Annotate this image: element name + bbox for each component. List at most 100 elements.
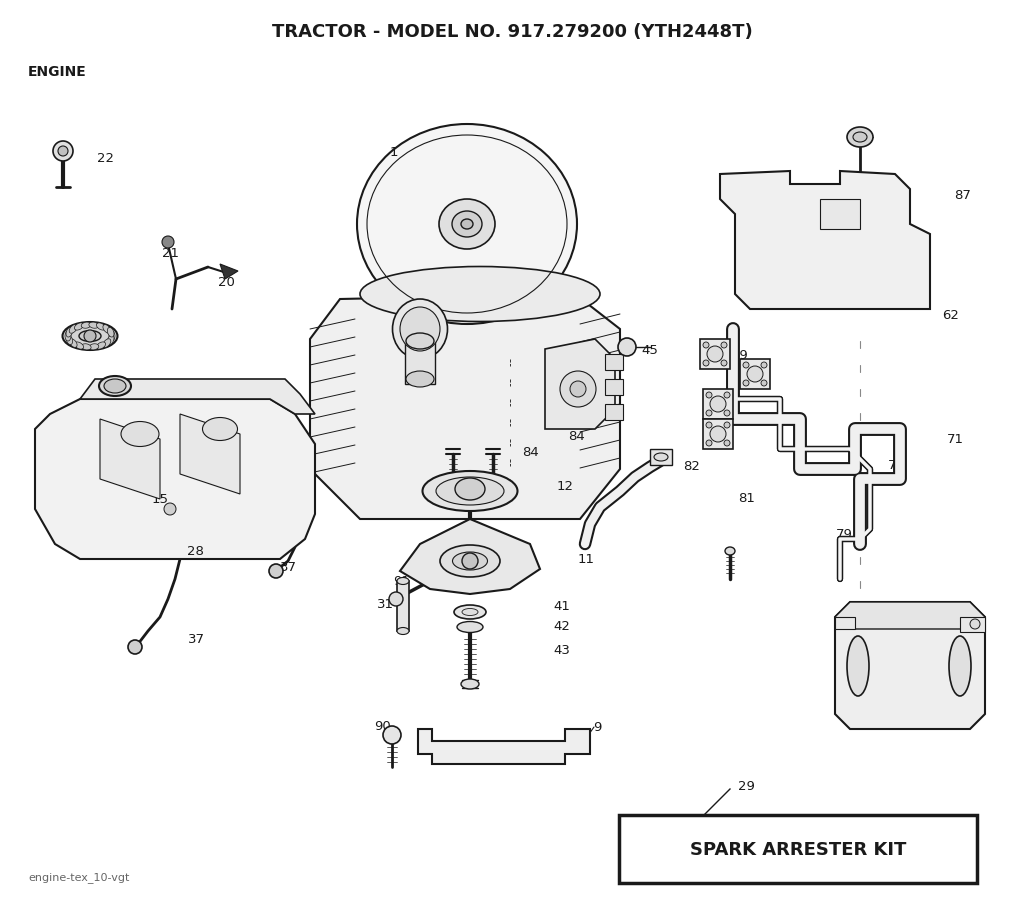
Ellipse shape — [79, 331, 101, 343]
Text: 91: 91 — [393, 575, 410, 588]
Circle shape — [389, 592, 403, 607]
Ellipse shape — [121, 422, 159, 447]
Ellipse shape — [102, 340, 111, 348]
Ellipse shape — [949, 636, 971, 696]
Polygon shape — [835, 602, 985, 729]
Polygon shape — [400, 519, 540, 594]
Bar — [605, 404, 623, 421]
Ellipse shape — [725, 548, 735, 556]
Circle shape — [970, 619, 980, 630]
Ellipse shape — [108, 335, 114, 345]
Polygon shape — [835, 602, 985, 630]
Ellipse shape — [75, 323, 84, 331]
Ellipse shape — [109, 332, 115, 342]
Bar — [605, 380, 623, 395]
Ellipse shape — [853, 133, 867, 143]
Text: 41: 41 — [553, 599, 570, 613]
Text: ENGINE: ENGINE — [28, 65, 87, 79]
Text: 70: 70 — [888, 459, 905, 472]
Ellipse shape — [453, 552, 487, 570]
Circle shape — [570, 382, 586, 397]
Text: 22: 22 — [97, 151, 114, 164]
Text: 11: 11 — [578, 553, 595, 566]
Ellipse shape — [89, 322, 98, 329]
Circle shape — [84, 331, 96, 343]
Circle shape — [724, 423, 730, 428]
Ellipse shape — [847, 636, 869, 696]
Ellipse shape — [400, 308, 440, 352]
Bar — [700, 340, 730, 370]
Bar — [820, 200, 860, 230]
Circle shape — [761, 363, 767, 369]
Text: 20: 20 — [218, 276, 234, 289]
Polygon shape — [418, 729, 590, 764]
Text: SPARK ARRESTER KIT: SPARK ARRESTER KIT — [690, 840, 906, 858]
Text: engine-tex_10-vgt: engine-tex_10-vgt — [28, 872, 129, 883]
Ellipse shape — [75, 343, 84, 350]
Ellipse shape — [440, 546, 500, 578]
Text: 79: 79 — [836, 527, 853, 541]
Circle shape — [383, 726, 401, 744]
Ellipse shape — [104, 380, 126, 394]
Ellipse shape — [397, 578, 409, 585]
Polygon shape — [720, 172, 930, 310]
Ellipse shape — [66, 328, 73, 338]
Bar — [835, 618, 855, 630]
Ellipse shape — [70, 340, 77, 348]
Bar — [406, 340, 435, 384]
Ellipse shape — [89, 344, 98, 351]
Ellipse shape — [707, 346, 723, 363]
Circle shape — [703, 343, 709, 349]
Polygon shape — [35, 400, 315, 559]
Text: 69: 69 — [731, 349, 748, 362]
Text: 90: 90 — [374, 720, 391, 732]
Circle shape — [560, 372, 596, 407]
Text: 28: 28 — [187, 545, 204, 558]
Ellipse shape — [423, 472, 517, 511]
Circle shape — [164, 504, 176, 516]
Polygon shape — [80, 380, 315, 415]
Polygon shape — [100, 420, 160, 499]
Bar — [703, 390, 733, 420]
Text: 12: 12 — [557, 480, 574, 493]
Polygon shape — [545, 340, 615, 429]
Circle shape — [721, 343, 727, 349]
Ellipse shape — [70, 325, 77, 333]
Circle shape — [128, 640, 142, 654]
Text: 9: 9 — [593, 721, 601, 733]
Ellipse shape — [397, 628, 409, 635]
Ellipse shape — [102, 325, 111, 333]
Circle shape — [724, 441, 730, 446]
Text: 31: 31 — [377, 598, 394, 611]
Ellipse shape — [62, 322, 118, 351]
Ellipse shape — [461, 220, 473, 230]
Ellipse shape — [462, 609, 478, 616]
Circle shape — [162, 237, 174, 249]
Circle shape — [462, 553, 478, 569]
Ellipse shape — [81, 344, 91, 351]
Text: 87: 87 — [954, 189, 971, 202]
Text: 29: 29 — [738, 780, 755, 793]
Ellipse shape — [746, 366, 763, 383]
Ellipse shape — [452, 211, 482, 238]
Ellipse shape — [457, 622, 483, 633]
Polygon shape — [220, 265, 238, 280]
Circle shape — [703, 361, 709, 366]
Circle shape — [724, 393, 730, 398]
Text: 1: 1 — [390, 146, 398, 159]
Bar — [397, 581, 409, 631]
Ellipse shape — [439, 200, 495, 250]
Circle shape — [58, 147, 68, 157]
Ellipse shape — [96, 343, 105, 350]
Ellipse shape — [392, 300, 447, 360]
Ellipse shape — [654, 454, 668, 462]
Text: 2: 2 — [953, 653, 962, 666]
Text: 15: 15 — [152, 493, 169, 506]
Bar — [740, 360, 770, 390]
Circle shape — [706, 423, 712, 428]
Circle shape — [724, 411, 730, 416]
Ellipse shape — [357, 125, 577, 324]
Ellipse shape — [847, 128, 873, 148]
Ellipse shape — [108, 328, 114, 338]
Ellipse shape — [454, 605, 486, 619]
